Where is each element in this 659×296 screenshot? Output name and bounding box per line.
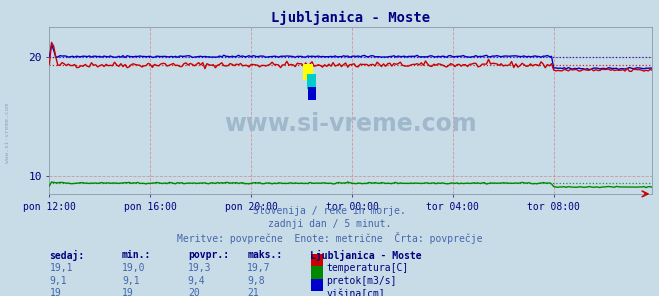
FancyBboxPatch shape: [308, 87, 316, 100]
FancyBboxPatch shape: [302, 64, 313, 80]
Text: višina[cm]: višina[cm]: [326, 288, 385, 296]
Text: 9,8: 9,8: [247, 276, 265, 286]
Text: 19,3: 19,3: [188, 263, 212, 274]
FancyBboxPatch shape: [307, 74, 316, 89]
Text: www.si-vreme.com: www.si-vreme.com: [225, 112, 477, 136]
Text: sedaj:: sedaj:: [49, 250, 84, 261]
Text: min.:: min.:: [122, 250, 152, 260]
Text: 19,0: 19,0: [122, 263, 146, 274]
Text: 19: 19: [122, 288, 134, 296]
Text: 19,1: 19,1: [49, 263, 73, 274]
Text: Meritve: povprečne  Enote: metrične  Črta: povprečje: Meritve: povprečne Enote: metrične Črta:…: [177, 232, 482, 244]
Text: temperatura[C]: temperatura[C]: [326, 263, 409, 274]
Text: 9,1: 9,1: [49, 276, 67, 286]
Text: maks.:: maks.:: [247, 250, 282, 260]
Text: pretok[m3/s]: pretok[m3/s]: [326, 276, 397, 286]
Text: zadnji dan / 5 minut.: zadnji dan / 5 minut.: [268, 219, 391, 229]
Text: www.si-vreme.com: www.si-vreme.com: [5, 103, 11, 163]
Text: 9,1: 9,1: [122, 276, 140, 286]
Text: Slovenija / reke in morje.: Slovenija / reke in morje.: [253, 206, 406, 216]
Title: Ljubljanica - Moste: Ljubljanica - Moste: [272, 11, 430, 25]
Text: 21: 21: [247, 288, 259, 296]
Text: povpr.:: povpr.:: [188, 250, 229, 260]
Text: 19,7: 19,7: [247, 263, 271, 274]
Text: Ljubljanica - Moste: Ljubljanica - Moste: [310, 250, 421, 261]
Text: 9,4: 9,4: [188, 276, 206, 286]
Text: 19: 19: [49, 288, 61, 296]
Text: 20: 20: [188, 288, 200, 296]
